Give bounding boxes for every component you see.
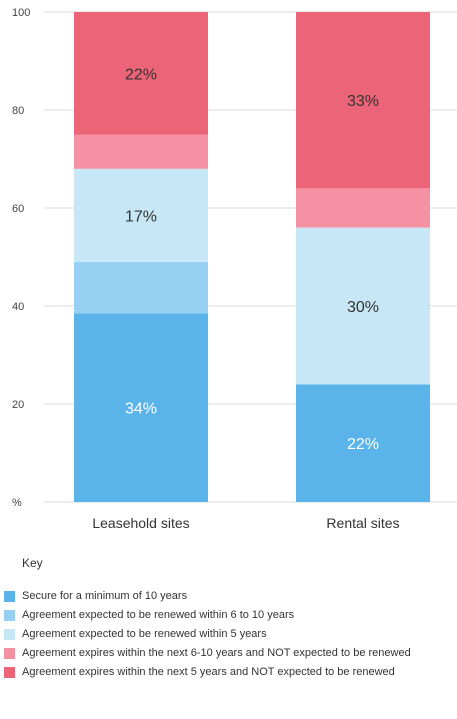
y-tick-label: 60	[12, 203, 24, 215]
bar-segment	[74, 313, 208, 502]
data-label: 33%	[347, 93, 379, 110]
legend-item: Agreement expires within the next 5 year…	[4, 666, 454, 679]
y-tick-label: 20	[12, 399, 24, 411]
legend-label: Secure for a minimum of 10 years	[22, 590, 188, 602]
legend-label: Agreement expected to be renewed within …	[22, 609, 295, 621]
y-tick-label: 80	[12, 105, 24, 117]
legend-title: Key	[22, 556, 43, 570]
legend-item: Agreement expected to be renewed within …	[4, 628, 454, 641]
legend-swatch	[4, 648, 15, 659]
legend-label: Agreement expires within the next 6-10 y…	[22, 647, 411, 659]
y-tick-label: 40	[12, 301, 24, 313]
legend: Secure for a minimum of 10 years Agreemen…	[4, 590, 454, 685]
data-label: 17%	[125, 208, 157, 225]
bar-segment	[296, 12, 430, 189]
bar-segment	[74, 261, 208, 314]
data-label: 22%	[347, 436, 379, 453]
legend-item: Agreement expires within the next 6-10 y…	[4, 647, 454, 660]
bar-segment	[296, 384, 430, 502]
bar-segment	[74, 12, 208, 135]
data-label: 30%	[347, 299, 379, 316]
stacked-bar-chart: % 20 40 60 80 100 34% 17% 22% Leasehold sites 22% 3…	[12, 7, 457, 531]
y-tick-label: 100	[12, 7, 30, 19]
legend-swatch	[4, 629, 15, 640]
x-category-label: Rental sites	[326, 515, 399, 531]
legend-label: Agreement expected to be renewed within …	[22, 628, 267, 640]
data-label: 34%	[125, 401, 157, 418]
bar-segment	[74, 168, 208, 262]
legend-label: Agreement expires within the next 5 year…	[22, 666, 395, 678]
legend-swatch	[4, 610, 15, 621]
bar-segment	[296, 188, 430, 228]
legend-item: Secure for a minimum of 10 years	[4, 590, 454, 603]
legend-swatch	[4, 591, 15, 602]
y-tick-label: %	[12, 497, 22, 509]
bar-segment	[296, 227, 430, 385]
bar-segment	[74, 134, 208, 169]
data-label: 22%	[125, 66, 157, 83]
legend-item: Agreement expected to be renewed within …	[4, 609, 454, 622]
legend-swatch	[4, 667, 15, 678]
x-category-label: Leasehold sites	[92, 515, 189, 531]
